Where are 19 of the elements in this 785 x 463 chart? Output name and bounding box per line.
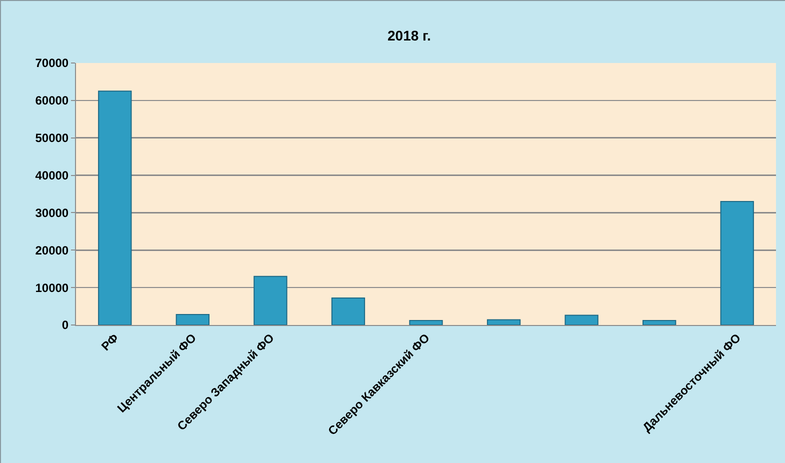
y-tick-label: 0 xyxy=(62,318,69,332)
bar xyxy=(720,200,754,325)
bar xyxy=(564,314,598,325)
y-tick-label: 10000 xyxy=(35,280,69,295)
y-tick-label: 60000 xyxy=(35,94,69,108)
bar xyxy=(486,319,521,325)
y-tick-label: 20000 xyxy=(35,243,69,258)
y-tick-label: 40000 xyxy=(35,168,69,182)
x-tick-label: РФ xyxy=(98,330,122,354)
y-tick-label: 30000 xyxy=(35,206,69,220)
bar xyxy=(254,276,288,325)
bar xyxy=(642,320,676,325)
chart-title: 2018 г. xyxy=(388,28,431,44)
y-tick-label: 50000 xyxy=(35,131,69,146)
bar xyxy=(98,90,132,325)
y-tick-label: 70000 xyxy=(35,56,69,70)
bar xyxy=(331,298,366,325)
bar xyxy=(176,314,210,325)
bar xyxy=(409,320,443,325)
